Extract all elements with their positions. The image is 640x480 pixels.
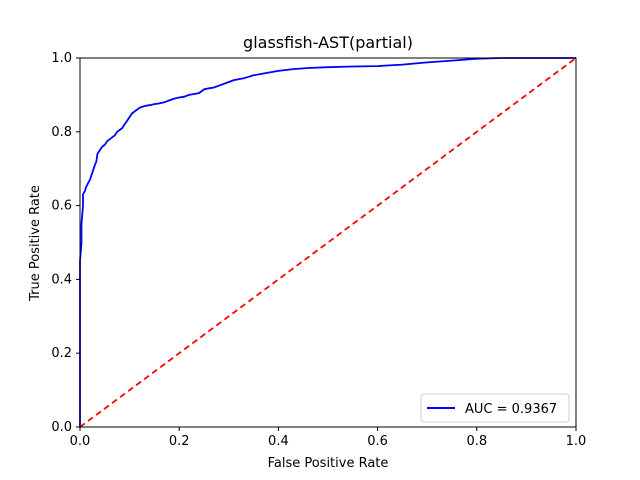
chart-title: glassfish-AST(partial): [243, 33, 413, 52]
x-tick-label: 1.0: [566, 434, 587, 449]
y-tick-label: 0.6: [51, 199, 72, 214]
x-axis-ticks: 0.0 0.2 0.4 0.6 0.8 1.0: [70, 427, 587, 449]
x-axis-label: False Positive Rate: [268, 456, 389, 471]
roc-curve-line: [79, 57, 576, 427]
x-tick-label: 0.6: [367, 434, 388, 449]
y-tick-label: 0.2: [51, 346, 72, 361]
x-tick-label: 0.0: [70, 434, 91, 449]
x-tick-label: 0.2: [169, 434, 190, 449]
legend: AUC = 0.9367: [420, 393, 570, 423]
x-tick-label: 0.8: [466, 434, 487, 449]
legend-label-auc: AUC = 0.9367: [465, 402, 557, 417]
diagonal-reference-line: [79, 57, 577, 428]
y-tick-label: 1.0: [51, 51, 72, 66]
x-tick-label: 0.4: [268, 434, 289, 449]
y-axis-label: True Positive Rate: [28, 185, 43, 302]
legend-box: [420, 393, 570, 423]
y-tick-label: 0.4: [51, 272, 72, 287]
y-tick-label: 0.0: [51, 420, 72, 435]
y-axis-ticks: 0.0 0.2 0.4 0.6 0.8 1.0: [51, 51, 80, 435]
axes-frame: [79, 57, 577, 428]
y-tick-label: 0.8: [51, 125, 72, 140]
plot-area: [79, 57, 577, 428]
